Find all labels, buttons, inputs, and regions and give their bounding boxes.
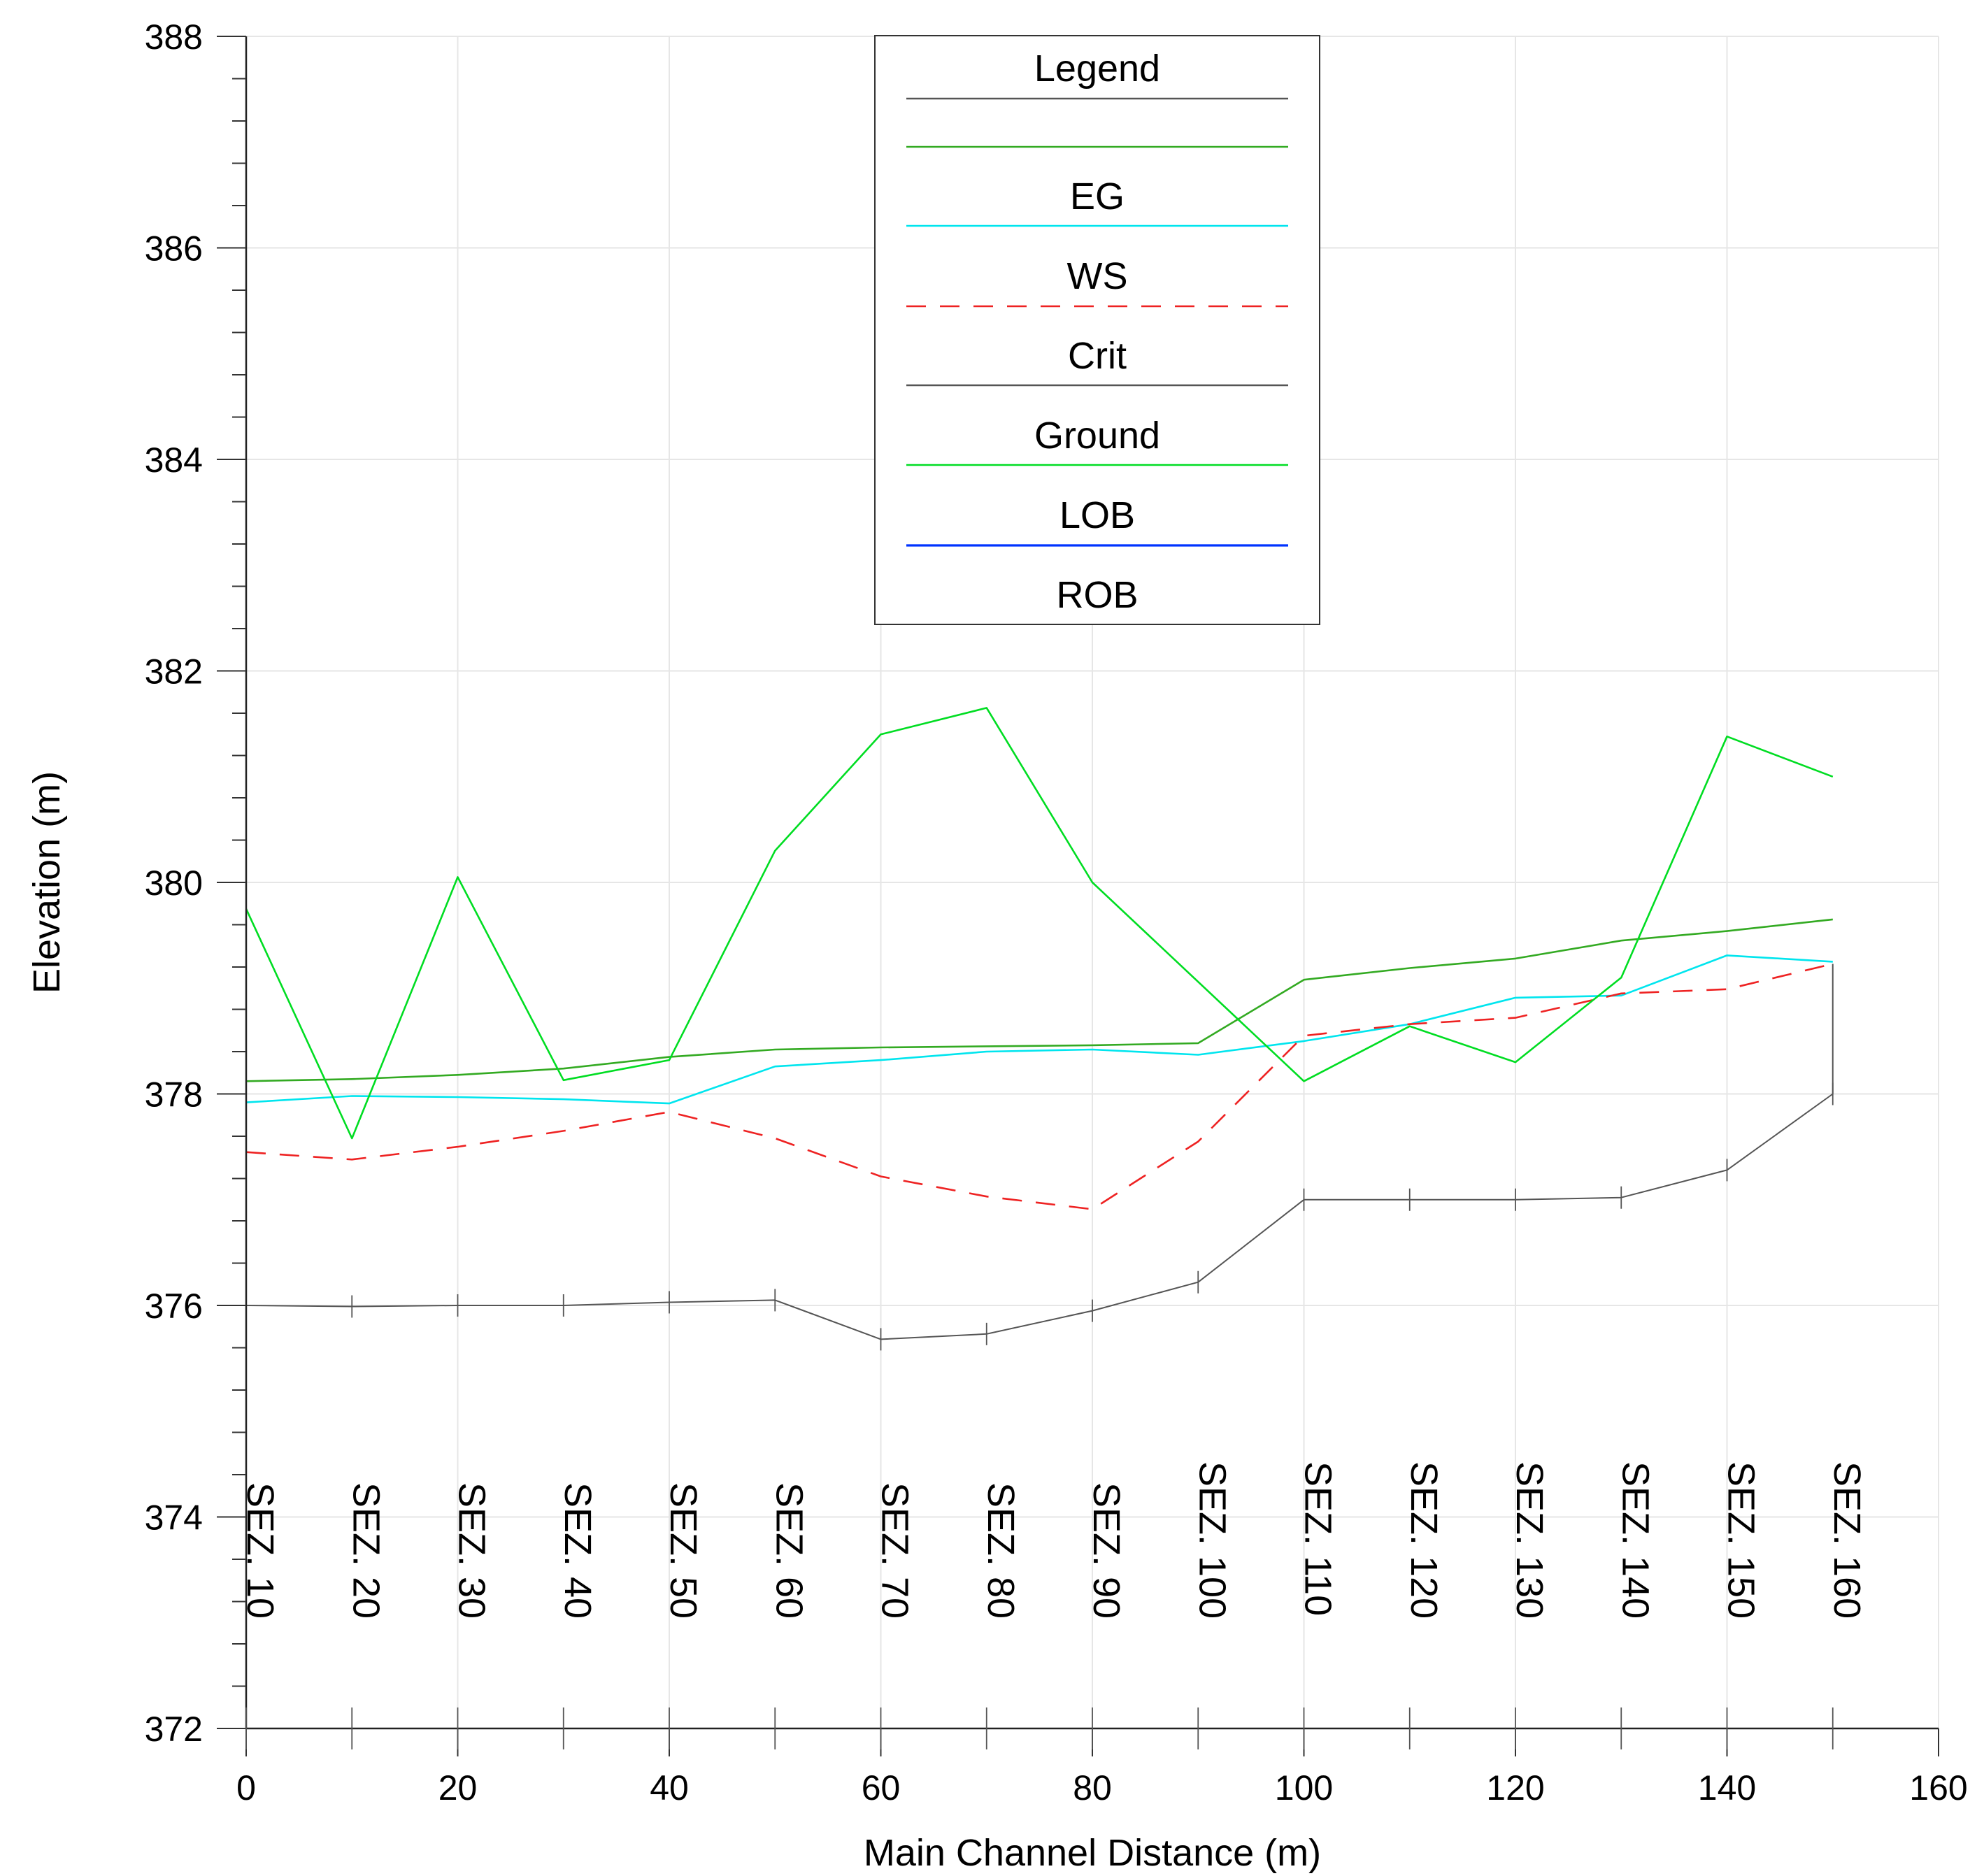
x-tick-label: 160: [1909, 1768, 1967, 1807]
station-label: SEZ. 90: [1085, 1482, 1127, 1619]
legend-entry-label: WS: [1067, 255, 1128, 297]
series-line-red-dashed: [245, 963, 1834, 1210]
legend-entry-label: Crit: [1068, 335, 1127, 377]
station-label: SEZ. 50: [662, 1482, 704, 1619]
series-line-thalweg: [245, 1093, 1834, 1340]
series-line-ground: [245, 707, 1834, 1140]
y-tick-label: 388: [145, 17, 203, 57]
series-line-cyan: [245, 954, 1833, 1105]
station-label: SEZ. 60: [768, 1482, 810, 1619]
station-labels: SEZ. 10 SEZ. 20 SEZ. 30 SEZ. 40 SEZ. 50 SEZ. …: [239, 1461, 1868, 1619]
y-tick-label: 386: [145, 229, 203, 268]
series-line-dark-green: [245, 918, 1833, 1082]
y-tick-label: 372: [145, 1710, 203, 1749]
station-label: SEZ. 110: [1297, 1461, 1339, 1616]
x-tick-label: 40: [650, 1768, 689, 1807]
axes: 372 374 376 378 380 382 384 386 388 0 20 40 60 80 100 1…: [145, 17, 1968, 1807]
x-tick-label: 60: [862, 1768, 901, 1807]
station-label: SEZ. 80: [980, 1482, 1022, 1619]
station-label: SEZ. 30: [451, 1482, 493, 1619]
y-tick-label: 376: [145, 1287, 203, 1326]
x-axis-title: Main Channel Distance (m): [864, 1832, 1321, 1874]
y-tick-label: 374: [145, 1498, 203, 1538]
station-label: SEZ. 40: [557, 1482, 599, 1619]
legend-entry-label: EG: [1070, 176, 1125, 217]
station-label: SEZ. 140: [1614, 1461, 1656, 1619]
x-tick-label: 20: [438, 1768, 478, 1807]
legend-entry-label: LOB: [1059, 494, 1135, 536]
x-tick-label: 140: [1698, 1768, 1756, 1807]
station-label: SEZ. 70: [874, 1482, 916, 1619]
x-tick-label: 120: [1486, 1768, 1544, 1807]
station-label: SEZ. 150: [1720, 1461, 1762, 1619]
station-label: SEZ. 130: [1508, 1461, 1550, 1619]
station-label: SEZ. 20: [345, 1482, 387, 1619]
y-axis-title: Elevation (m): [26, 771, 68, 994]
y-tick-label: 384: [145, 441, 203, 480]
legend-entry-label: ROB: [1056, 574, 1138, 616]
station-label: SEZ. 160: [1826, 1461, 1868, 1619]
legend-entry-label: Ground: [1034, 415, 1160, 457]
legend-title: Legend: [1034, 48, 1160, 89]
station-label: SEZ. 120: [1403, 1461, 1445, 1619]
y-tick-label: 378: [145, 1075, 203, 1115]
station-label: SEZ. 100: [1191, 1461, 1233, 1619]
x-tick-label: 0: [236, 1768, 256, 1807]
y-tick-label: 382: [145, 652, 203, 692]
legend: Legend EG WS Crit Ground LOB ROB: [874, 35, 1320, 625]
x-tick-label: 100: [1275, 1768, 1333, 1807]
series-layer: [245, 707, 1834, 1351]
y-tick-label: 380: [145, 864, 203, 903]
station-label: SEZ. 10: [239, 1482, 281, 1619]
legend-box: [874, 35, 1320, 625]
x-tick-label: 80: [1073, 1768, 1112, 1807]
